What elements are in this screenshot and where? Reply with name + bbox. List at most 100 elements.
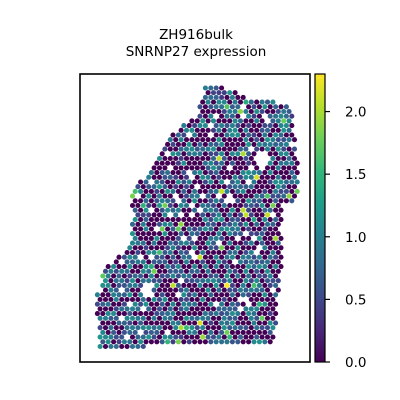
expression-spot bbox=[132, 320, 138, 326]
expression-spot bbox=[138, 226, 144, 232]
expression-spot bbox=[216, 249, 222, 256]
expression-spot bbox=[197, 113, 203, 119]
expression-spot bbox=[237, 146, 244, 152]
expression-spot bbox=[291, 165, 298, 171]
expression-spot bbox=[267, 292, 273, 298]
expression-spot bbox=[262, 179, 268, 185]
expression-spot bbox=[205, 296, 211, 303]
expression-spot bbox=[159, 282, 165, 288]
expression-spot bbox=[227, 155, 233, 162]
expression-spot bbox=[240, 207, 246, 213]
expression-spot bbox=[167, 278, 173, 284]
expression-spot bbox=[162, 287, 168, 293]
expression-spot bbox=[216, 259, 222, 265]
expression-spot bbox=[175, 245, 181, 251]
expression-spot bbox=[243, 259, 249, 265]
expression-spot bbox=[273, 217, 279, 223]
expression-spot bbox=[267, 339, 273, 345]
expression-spot bbox=[151, 278, 157, 284]
expression-spot bbox=[235, 123, 241, 129]
expression-spot bbox=[189, 306, 195, 312]
expression-spot bbox=[102, 296, 109, 303]
expression-spot bbox=[283, 170, 289, 176]
expression-spot bbox=[108, 325, 114, 331]
expression-spot bbox=[97, 325, 103, 331]
expression-spot bbox=[219, 104, 225, 110]
expression-spot bbox=[165, 179, 171, 185]
expression-spot bbox=[202, 85, 208, 91]
expression-spot bbox=[240, 141, 246, 147]
expression-spot bbox=[273, 311, 279, 317]
expression-spot bbox=[200, 221, 206, 227]
expression-spot bbox=[200, 325, 206, 331]
expression-spot bbox=[281, 155, 287, 162]
expression-spot bbox=[208, 179, 214, 185]
expression-spot bbox=[221, 240, 227, 246]
expression-spot bbox=[208, 198, 214, 204]
expression-spot bbox=[173, 231, 179, 237]
expression-spot bbox=[121, 292, 127, 298]
expression-spot bbox=[140, 221, 146, 227]
expression-spot bbox=[183, 334, 190, 340]
expression-spot bbox=[159, 217, 165, 223]
expression-spot bbox=[243, 334, 249, 340]
expression-spot bbox=[262, 329, 268, 335]
expression-spot bbox=[197, 104, 203, 110]
expression-spot bbox=[202, 188, 208, 194]
expression-spot bbox=[278, 132, 284, 138]
expression-spot bbox=[170, 264, 176, 270]
expression-spot bbox=[216, 334, 222, 340]
expression-spot bbox=[259, 278, 265, 284]
expression-spot bbox=[221, 118, 227, 124]
expression-spot bbox=[208, 292, 214, 298]
expression-spot bbox=[208, 188, 214, 194]
expression-spot bbox=[270, 99, 276, 105]
expression-spot bbox=[232, 212, 238, 218]
expression-spot bbox=[221, 334, 227, 340]
expression-spot bbox=[251, 329, 257, 335]
expression-spot bbox=[167, 259, 173, 265]
expression-spot bbox=[256, 188, 262, 194]
expression-spot bbox=[205, 108, 211, 115]
expression-spot bbox=[165, 141, 171, 147]
expression-spot bbox=[251, 282, 257, 288]
expression-spot bbox=[162, 296, 168, 303]
expression-spot bbox=[221, 306, 227, 312]
expression-spot bbox=[264, 249, 271, 256]
expression-spot bbox=[256, 320, 262, 326]
expression-spot bbox=[154, 254, 160, 260]
expression-spot bbox=[210, 221, 217, 227]
expression-spot bbox=[213, 170, 219, 176]
expression-spot bbox=[167, 174, 173, 180]
expression-spot bbox=[183, 127, 190, 133]
expression-spot bbox=[213, 85, 219, 91]
expression-spot bbox=[148, 264, 154, 270]
expression-spot bbox=[170, 179, 176, 185]
expression-spot bbox=[129, 325, 136, 331]
expression-spot bbox=[140, 193, 146, 199]
expression-spot bbox=[243, 249, 249, 256]
expression-spot bbox=[254, 137, 260, 143]
expression-spot bbox=[251, 179, 257, 185]
expression-spot bbox=[248, 306, 254, 312]
expression-spot bbox=[240, 94, 246, 100]
expression-spot bbox=[200, 118, 206, 124]
expression-spot bbox=[232, 137, 238, 143]
expression-spot bbox=[192, 123, 198, 129]
expression-spot bbox=[248, 325, 254, 331]
expression-spot bbox=[210, 202, 217, 209]
expression-spot bbox=[146, 249, 152, 256]
expression-spot bbox=[181, 301, 187, 307]
expression-spot bbox=[273, 292, 279, 298]
expression-spot bbox=[264, 287, 271, 293]
expression-spot bbox=[183, 202, 190, 209]
expression-spot bbox=[138, 188, 144, 194]
expression-spot bbox=[132, 329, 138, 335]
expression-spot bbox=[210, 99, 217, 105]
expression-spot bbox=[173, 212, 179, 218]
expression-spot bbox=[197, 123, 203, 129]
expression-spot bbox=[237, 231, 244, 237]
expression-spot bbox=[135, 202, 141, 209]
expression-spot bbox=[194, 231, 200, 237]
expression-spot bbox=[159, 245, 165, 251]
